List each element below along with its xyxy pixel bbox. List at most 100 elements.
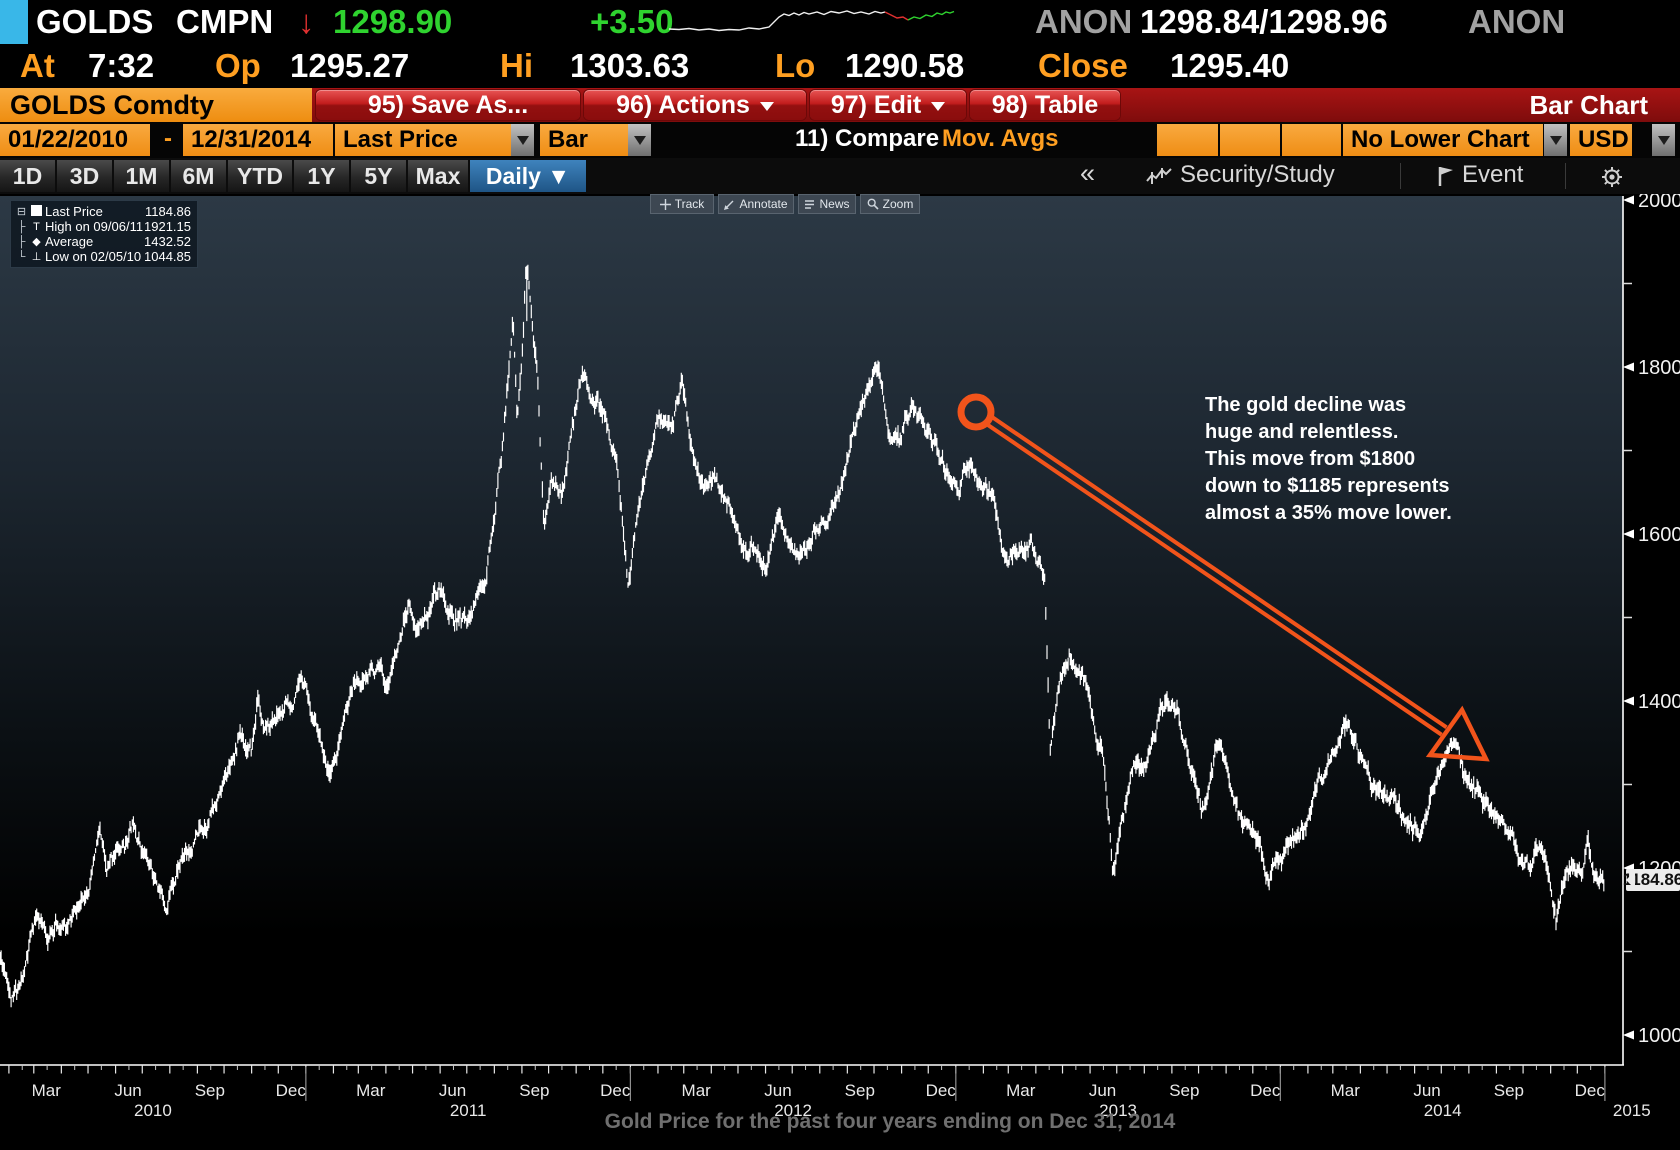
period-bar: 1D 3D 1M 6M YTD 1Y 5Y Max Daily ▼ « Secu… (0, 158, 1680, 194)
price-chart[interactable]: 100012001400160018002000MarJunSepDecMarJ… (0, 194, 1680, 1150)
compare-label[interactable]: 11) Compare (795, 125, 940, 152)
y-tick-icon (1623, 195, 1634, 205)
chart-legend[interactable]: ⊟ Last Price 1184.86 ├ T High on 09/06/1… (10, 200, 198, 268)
down-arrow-icon: ↓ (298, 3, 315, 40)
price-field-select[interactable]: Last Price (335, 124, 511, 156)
plot-background (0, 196, 1623, 1065)
security-tab[interactable]: GOLDS Comdty (0, 88, 312, 122)
annotate-button[interactable]: Annotate (718, 194, 794, 214)
currency-dropdown[interactable] (1652, 124, 1675, 156)
chart-style-select[interactable]: Bar (540, 124, 628, 156)
news-button[interactable]: News (798, 194, 856, 214)
period-1d[interactable]: 1D (0, 160, 55, 192)
close-label: Close (1038, 47, 1128, 84)
divider (1565, 163, 1566, 189)
mov-avg-cell-1[interactable] (1157, 124, 1218, 156)
divider (1400, 163, 1401, 189)
quote-row-primary: GOLDS CMPN ↓ 1298.90 +3.50 ANON 1298.84/… (0, 0, 1680, 44)
bid-ask: 1298.84/1298.96 (1140, 3, 1388, 40)
chart-region: 100012001400160018002000MarJunSepDecMarJ… (0, 194, 1680, 1150)
collapse-button[interactable]: « (1080, 158, 1096, 188)
average-marker-icon: ◆ (32, 236, 41, 248)
x-month-label: Jun (114, 1081, 141, 1100)
high-label: Hi (500, 47, 533, 84)
x-month-label: Sep (1494, 1081, 1524, 1100)
zoom-magnifier-icon (867, 198, 879, 210)
at-value: 7:32 (88, 47, 155, 84)
close-value: 1295.40 (1170, 47, 1290, 84)
x-month-label: Jun (439, 1081, 466, 1100)
x-month-label: Sep (519, 1081, 549, 1100)
anon-right: ANON (1468, 3, 1566, 40)
quote-row-stats: At 7:32 Op 1295.27 Hi 1303.63 Lo 1290.58… (0, 44, 1680, 88)
ticker: GOLDS (36, 3, 154, 40)
market-code: CMPN (176, 3, 274, 40)
period-5y[interactable]: 5Y (351, 160, 406, 192)
mov-avg-cell-3[interactable] (1282, 124, 1341, 156)
period-ytd[interactable]: YTD (228, 160, 292, 192)
x-month-label: Sep (845, 1081, 875, 1100)
period-1m[interactable]: 1M (114, 160, 169, 192)
y-tick-icon (1623, 696, 1634, 706)
frequency-select[interactable]: Daily ▼ (470, 160, 586, 192)
x-month-label: Sep (195, 1081, 225, 1100)
save-as-button[interactable]: 95) Save As... (316, 90, 580, 120)
x-year-label: 2014 (1424, 1101, 1462, 1120)
x-year-label: 2013 (1099, 1101, 1137, 1120)
y-axis-label: 2000 (1638, 194, 1680, 212)
low-marker-icon: ⊥ (31, 251, 42, 263)
mov-avg-cell-2[interactable] (1220, 124, 1280, 156)
x-month-label: Sep (1169, 1081, 1199, 1100)
date-from-field[interactable]: 01/22/2010 (0, 124, 150, 156)
arrow-shaft-line (991, 415, 1448, 729)
actions-button[interactable]: 96) Actions (584, 90, 806, 120)
open-value: 1295.27 (290, 47, 410, 84)
security-study-button[interactable]: Security/Study (1180, 161, 1335, 188)
event-button[interactable]: Event (1462, 161, 1524, 188)
period-1y[interactable]: 1Y (294, 160, 349, 192)
chart-style-dropdown[interactable] (628, 124, 651, 156)
annotation-text: The gold decline was huge and relentless… (1205, 394, 1452, 524)
legend-row-high[interactable]: ├ T High on 09/06/11 1921.15 (15, 219, 191, 234)
mov-avgs-label[interactable]: Mov. Avgs (942, 125, 1059, 152)
period-max[interactable]: Max (408, 160, 468, 192)
period-3d[interactable]: 3D (57, 160, 112, 192)
date-range-dash: - (164, 125, 172, 152)
low-label: Lo (775, 47, 816, 84)
price-bars (0, 264, 1605, 1008)
table-button[interactable]: 98) Table (970, 90, 1120, 120)
y-axis-label: 1800 (1638, 357, 1680, 379)
x-month-label: Dec (276, 1081, 307, 1100)
y-tick-icon (1623, 362, 1634, 372)
legend-row-low[interactable]: └ ⊥ Low on 02/05/10 1044.85 (15, 249, 191, 264)
event-flag-icon (1438, 167, 1453, 186)
intraday-sparkline (668, 10, 955, 32)
y-tick-icon (1623, 529, 1634, 539)
open-label: Op (215, 47, 261, 84)
anon-left: ANON (1035, 3, 1133, 40)
currency-select[interactable]: USD (1570, 124, 1632, 156)
legend-row-last-price[interactable]: ⊟ Last Price 1184.86 (16, 204, 191, 219)
chart-type-label: Bar Chart (1529, 90, 1648, 120)
track-button[interactable]: Track (650, 194, 714, 214)
high-value: 1303.63 (570, 47, 690, 84)
tree-collapse-icon[interactable]: ⊟ (16, 206, 27, 218)
date-to-field[interactable]: 12/31/2014 (183, 124, 333, 156)
zoom-button[interactable]: Zoom (860, 194, 920, 214)
legend-row-average[interactable]: ├ ◆ Average 1432.52 (15, 234, 191, 249)
price-field-dropdown[interactable] (511, 124, 534, 156)
high-marker-icon: T (33, 220, 40, 233)
gear-icon[interactable] (1600, 165, 1624, 189)
decline-arrow-annotation[interactable] (957, 393, 1490, 762)
price-change: +3.50 (590, 3, 674, 40)
panel-color-square[interactable] (0, 0, 28, 44)
x-month-label: Dec (600, 1081, 631, 1100)
y-axis-label: 1400 (1638, 691, 1680, 713)
x-month-label: Mar (356, 1081, 386, 1100)
x-month-label: Jun (1089, 1081, 1116, 1100)
edit-button[interactable]: 97) Edit (810, 90, 966, 120)
tree-branch-icon: ├ (17, 235, 26, 248)
lower-chart-dropdown[interactable] (1544, 124, 1567, 156)
period-6m[interactable]: 6M (171, 160, 226, 192)
lower-chart-select[interactable]: No Lower Chart (1343, 124, 1543, 156)
